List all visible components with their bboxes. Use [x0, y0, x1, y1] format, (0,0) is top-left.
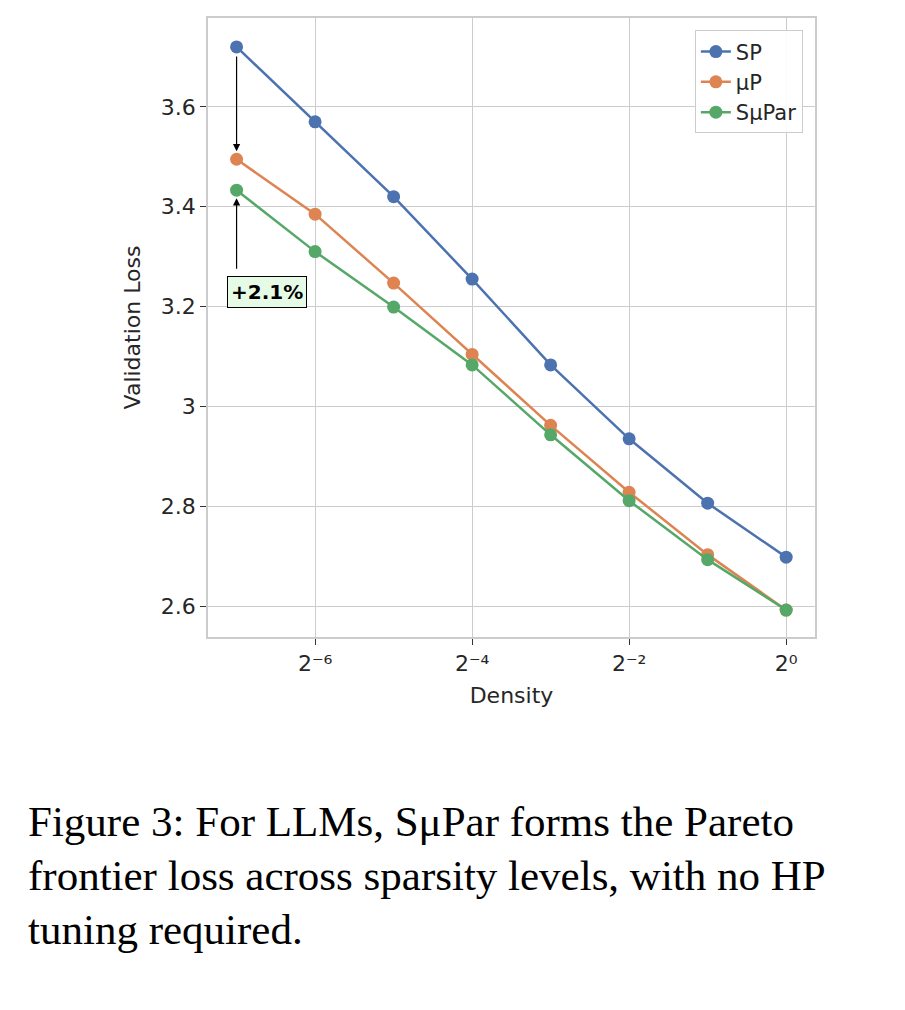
svg-text:2.8: 2.8 — [161, 494, 196, 519]
svg-text:+2.1%: +2.1% — [231, 280, 303, 304]
svg-text:2⁰: 2⁰ — [775, 651, 798, 676]
svg-text:SP: SP — [736, 41, 762, 65]
svg-text:2⁻⁴: 2⁻⁴ — [455, 651, 490, 676]
svg-text:3.6: 3.6 — [161, 95, 196, 120]
svg-text:2⁻²: 2⁻² — [612, 651, 646, 676]
svg-text:3.4: 3.4 — [161, 194, 196, 219]
svg-text:3.2: 3.2 — [161, 294, 196, 319]
svg-text:2⁻⁶: 2⁻⁶ — [298, 651, 333, 676]
svg-text:3: 3 — [182, 394, 196, 419]
svg-text:μP: μP — [736, 71, 762, 95]
html-text:Figure 3: For LLMs, SμPar form: Figure 3: For LLMs, SμPar forms the Pare… — [28, 798, 825, 953]
svg-text:2.6: 2.6 — [161, 594, 196, 619]
svg-text:SμPar: SμPar — [736, 101, 796, 125]
svg-text:Validation Loss: Validation Loss — [120, 246, 145, 410]
svg-text:Density: Density — [470, 683, 554, 708]
